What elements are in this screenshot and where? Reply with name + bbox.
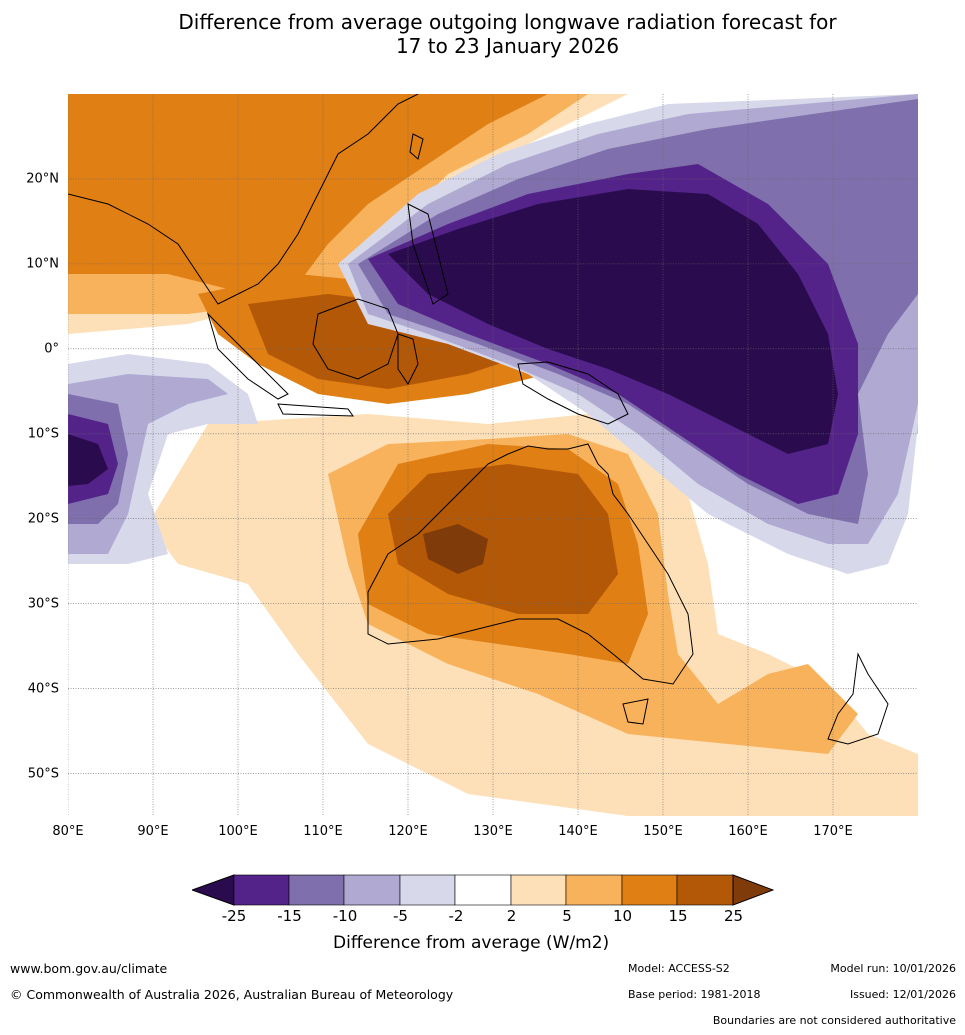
- longitude-label: 100°E: [218, 824, 258, 839]
- longitude-label: 80°E: [52, 824, 84, 839]
- colorbar-tick-label: 25: [723, 907, 744, 925]
- colorbar-bin-p5-p10: [565, 874, 623, 906]
- colorbar-bin-m5-m2: [399, 874, 456, 906]
- coast-borneo: [312, 298, 399, 380]
- colorbar-bin-p2-p5: [510, 874, 567, 906]
- longitude-label: 110°E: [303, 824, 343, 839]
- colorbar-tick-label: -25: [221, 907, 247, 925]
- coast-australia: [367, 443, 694, 685]
- gridlines: [68, 94, 918, 816]
- coast-new-zealand: [827, 652, 889, 745]
- base-period: Base period: 1981-2018: [628, 988, 761, 1001]
- coastlines: [68, 94, 889, 745]
- colorbar-bin-m2-p2: [454, 874, 512, 906]
- coast-sumatra: [206, 312, 289, 400]
- anomaly-lt-m25-pacific: [388, 189, 838, 454]
- longitude-label: 140°E: [558, 824, 598, 839]
- coast-taiwan: [409, 133, 424, 160]
- coast-java: [277, 403, 354, 417]
- colorbar-tick-label: 15: [668, 907, 688, 925]
- longitude-label: 120°E: [388, 824, 428, 839]
- anomaly-p15-p25-australia: [388, 464, 618, 614]
- anomaly-lt-m25-indian: [68, 434, 108, 486]
- colorbar-title: Difference from average (W/m2): [333, 933, 610, 953]
- longitude-label: 160°E: [728, 824, 768, 839]
- colorbar-tick-label: -10: [332, 907, 358, 925]
- latitude-label: 0°: [44, 341, 59, 357]
- colorbar-tick-label: 2: [506, 907, 517, 925]
- latitude-label: 20°S: [27, 511, 59, 527]
- anomaly-gt-p25-australia: [423, 524, 488, 574]
- colorbar-bin-m10-m5: [343, 874, 401, 906]
- website-link[interactable]: www.bom.gov.au/climate: [10, 961, 168, 976]
- coast-tasmania: [622, 698, 649, 725]
- latitude-label: 10°S: [27, 426, 59, 442]
- olr-anomaly-map: [68, 94, 918, 816]
- coast-philippines: [407, 203, 449, 305]
- copyright-text: © Commonwealth of Australia 2026, Austra…: [10, 987, 454, 1002]
- model-run-date: Model run: 10/01/2026: [830, 962, 956, 975]
- coast-new-guinea: [517, 361, 629, 425]
- coast-sulawesi: [397, 333, 419, 385]
- latitude-label: 30°S: [27, 596, 59, 612]
- issued-date: Issued: 12/01/2026: [849, 988, 956, 1001]
- colorbar-tick-label: -15: [277, 907, 302, 925]
- title-line-2: 17 to 23 January 2026: [395, 34, 620, 58]
- latitude-label: 20°N: [26, 171, 59, 187]
- boundaries-disclaimer: Boundaries are not considered authoritat…: [712, 1014, 956, 1027]
- title-line-1: Difference from average outgoing longwav…: [178, 10, 837, 34]
- colorbar-tick-label: -2: [448, 907, 464, 925]
- model-name: Model: ACCESS-S2: [628, 962, 730, 975]
- colorbar-bin-m25-m15: [233, 874, 290, 906]
- colorbar-tick-label: 5: [562, 907, 572, 925]
- colorbar-extend-low: [192, 874, 235, 906]
- chart-title: Difference from average outgoing longwav…: [0, 10, 965, 58]
- colorbar-tick-label: -5: [393, 907, 408, 925]
- map-canvas: [68, 94, 918, 816]
- longitude-label: 130°E: [473, 824, 513, 839]
- colorbar-extend-high: [732, 874, 774, 906]
- anomaly-p10-p15-north: [68, 94, 548, 294]
- latitude-label: 10°N: [26, 256, 59, 272]
- longitude-label: 150°E: [643, 824, 683, 839]
- latitude-label: 40°S: [27, 681, 59, 697]
- colorbar-tick-label: 10: [612, 907, 633, 925]
- colorbar-bin-p10-p15: [621, 874, 678, 906]
- colorbar: [192, 874, 774, 906]
- coast-asia-mainland: [68, 94, 419, 305]
- longitude-label: 170°E: [813, 824, 853, 839]
- colorbar-bin-p15-p25: [676, 874, 734, 906]
- latitude-label: 50°S: [27, 766, 59, 782]
- colorbar-bin-m15-m10: [288, 874, 345, 906]
- longitude-label: 90°E: [137, 824, 169, 839]
